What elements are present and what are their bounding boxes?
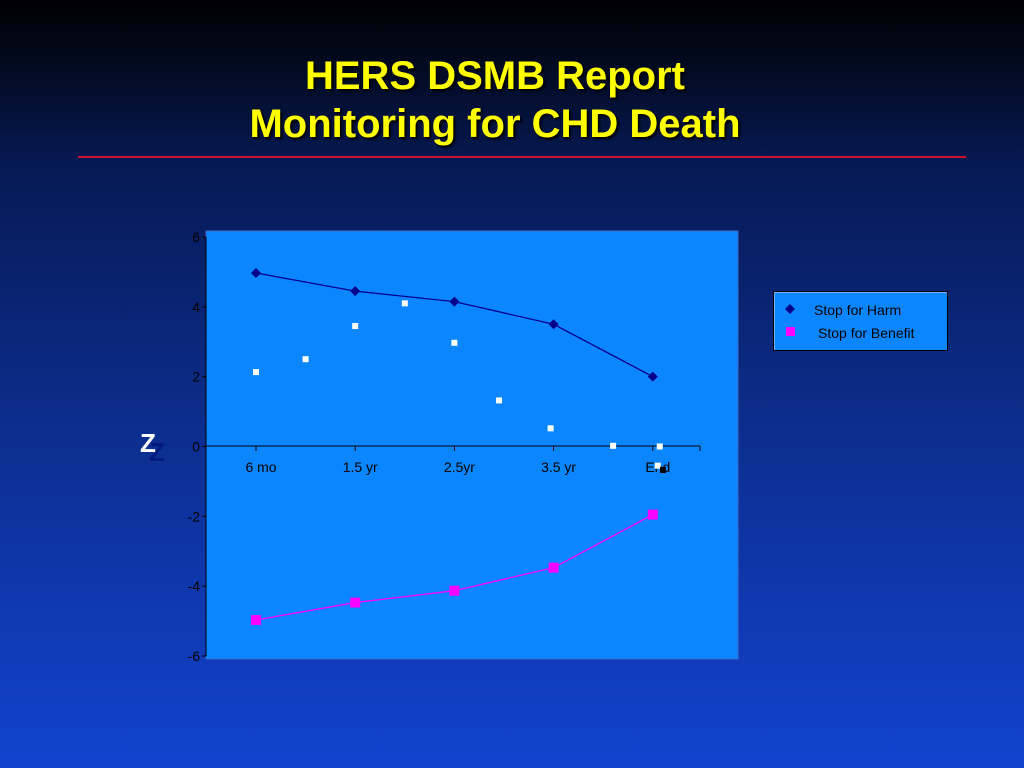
y-tick-label: -2 [188,508,201,524]
data-point-observed [496,397,503,404]
data-point-harm [350,286,361,297]
legend-square-marker [786,327,795,336]
data-point-harm [647,371,658,382]
data-point-benefit [548,562,559,573]
y-tick-label: 6 [192,229,200,245]
y-tick-label: -4 [188,578,201,594]
legend-label-harm: Stop for Harm [814,302,902,318]
x-tick-label: 1.5 yr [343,459,378,475]
data-point-observed [401,300,408,307]
y-axis-label: Z Z [140,428,180,468]
y-axis-label-text: Z [140,428,156,458]
data-point-observed [352,323,359,330]
data-point-harm [449,296,460,307]
data-point-observed [656,443,663,450]
data-point-benefit [350,597,361,608]
data-point-observed [451,339,458,346]
y-axis-label-shadow: Z [149,437,165,467]
data-point-benefit [449,585,460,596]
chart-legend: Stop for Harm Stop for Benefit [773,291,948,351]
data-point-observed [654,462,661,469]
data-point-harm [548,319,559,330]
x-tick-label: 3.5 yr [541,459,576,475]
x-tick-label: 6 mo [245,459,276,475]
data-point-harm [251,267,261,278]
data-point-benefit [251,615,261,626]
slide-title-line-1: HERS DSMB Report [304,54,686,98]
data-point-observed [302,356,309,363]
y-tick-label: 0 [192,439,200,455]
x-tick-label: 2.5yr [444,459,475,475]
y-tick-label: -6 [188,648,201,664]
data-point-observed [547,425,554,432]
title-divider [78,156,966,158]
slide-title-line-2: Monitoring for CHD Death [249,102,741,146]
data-point-observed [610,442,617,449]
legend-label-benefit: Stop for Benefit [818,325,915,341]
data-point-artifact [660,467,666,473]
data-point-observed [253,369,259,376]
y-tick-label: 2 [192,369,200,385]
data-point-benefit [647,509,658,520]
plot-area [205,230,739,660]
legend-diamond-marker [785,304,795,314]
y-tick-label: 4 [192,299,200,315]
